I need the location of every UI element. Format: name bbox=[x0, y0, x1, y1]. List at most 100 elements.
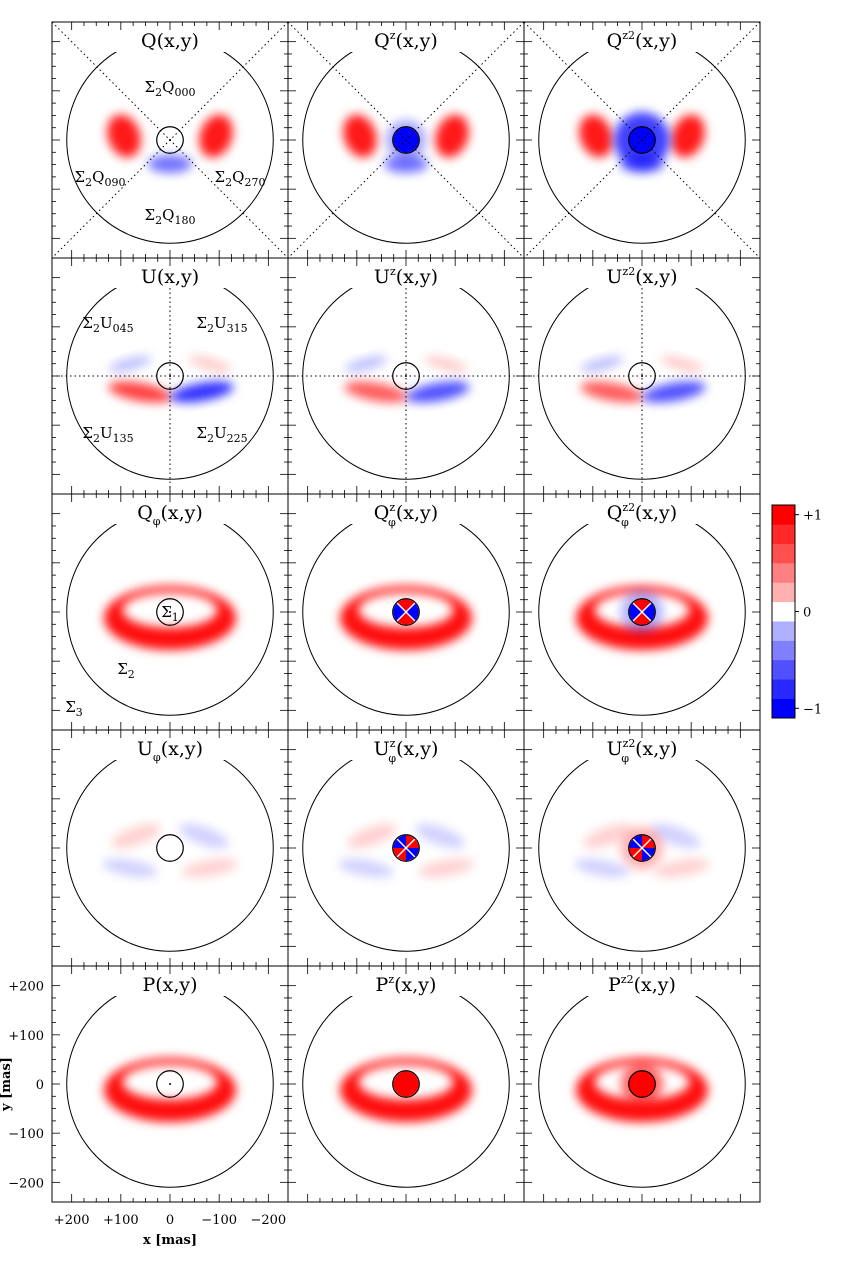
panel-title-sup: z bbox=[390, 29, 396, 42]
panel-content bbox=[288, 22, 524, 258]
panel-title: Qz2(x,y) bbox=[607, 29, 678, 52]
annotation-symbol: Σ bbox=[65, 698, 76, 716]
colorbar-level bbox=[772, 621, 795, 641]
center-cross-b bbox=[632, 602, 652, 622]
panel-U-phi-z: Uz φ(x,y) bbox=[287, 729, 525, 967]
inner-circle bbox=[156, 362, 184, 390]
annotation-symbol: Σ bbox=[75, 168, 86, 186]
u-lobe-lower-left bbox=[580, 381, 644, 403]
center-quadrant-1 bbox=[642, 603, 655, 621]
annotation-symbol: Σ bbox=[82, 424, 93, 442]
center-quadrant-3 bbox=[629, 603, 642, 621]
u-lobe-upper-right bbox=[660, 355, 704, 373]
panel-content bbox=[288, 262, 524, 494]
panel-U-z2: Uz2(x,y) bbox=[523, 257, 761, 495]
disk-crescent bbox=[104, 1058, 236, 1122]
title-backdrop bbox=[587, 26, 697, 52]
center-dot bbox=[405, 375, 407, 377]
disk-crescent bbox=[340, 1058, 472, 1122]
annotation-name: Q bbox=[162, 206, 174, 224]
panel-title-base: Q bbox=[141, 30, 157, 52]
u-lobe-upper-left bbox=[108, 355, 152, 373]
inner-circle bbox=[156, 834, 184, 862]
inner-circle bbox=[392, 834, 420, 862]
panel-title-base: P bbox=[608, 974, 621, 996]
uphi-lobe-lr bbox=[182, 858, 238, 878]
title-backdrop bbox=[351, 262, 461, 288]
panel-title-base: U bbox=[141, 266, 157, 288]
colorbar-level bbox=[772, 505, 795, 525]
x-axis-label: x [mas] bbox=[143, 1233, 197, 1248]
panel-title-args: (x,y) bbox=[396, 30, 438, 52]
panel-title: Uz(x,y) bbox=[374, 265, 438, 288]
colorbar-level bbox=[772, 563, 795, 583]
x-tick-label: +100 bbox=[103, 1213, 139, 1228]
annotation-index: 135 bbox=[113, 432, 134, 445]
annotation-index: 225 bbox=[227, 432, 248, 445]
annotation-sub: 2 bbox=[85, 176, 92, 189]
panel-title-sup: z bbox=[390, 265, 396, 278]
u-lobe-upper-left bbox=[344, 355, 388, 373]
title-backdrop bbox=[587, 734, 697, 760]
q-lobe-bottom bbox=[384, 155, 428, 173]
panel-content bbox=[302, 970, 510, 1188]
disk-crescent bbox=[104, 586, 236, 650]
colorbar-level bbox=[772, 659, 795, 680]
panel-title-sub: φ bbox=[388, 516, 396, 529]
annotation-sub: 1 bbox=[172, 611, 179, 624]
panel-title: Uz2 φ (x,y) bbox=[607, 737, 678, 765]
title-backdrop bbox=[115, 734, 225, 760]
colorbar-level bbox=[772, 679, 795, 699]
colorbar-level bbox=[772, 601, 795, 622]
colorbar-tick-label: 0 bbox=[803, 606, 811, 621]
panel-title-args: (x,y) bbox=[155, 974, 197, 996]
panel-P: P(x,y) bbox=[51, 965, 289, 1203]
panel-Q-z2: Qz2(x,y) bbox=[523, 21, 761, 259]
uphi-lobe-ul bbox=[111, 823, 161, 849]
annotation-symbol: Σ bbox=[196, 314, 207, 332]
panel-title-sub: φ bbox=[621, 516, 629, 529]
uphi-lobe-ll bbox=[574, 858, 630, 878]
panel-title-base: U bbox=[374, 266, 390, 288]
annotation-symbol: Σ bbox=[82, 314, 93, 332]
annotation-Q270: Σ2Q270 bbox=[215, 168, 266, 189]
y-tick-label: +100 bbox=[8, 1029, 44, 1044]
annotation-name: Q bbox=[92, 168, 104, 186]
annotation-Q090: Σ2Q090 bbox=[75, 168, 126, 189]
x-tick-label: 0 bbox=[166, 1213, 174, 1228]
panel-title: Pz(x,y) bbox=[376, 973, 437, 996]
panel-title: U(x,y) bbox=[141, 266, 199, 288]
panel-title-args: (x,y) bbox=[160, 502, 202, 524]
q-lobe-right bbox=[435, 114, 469, 158]
inner-circle bbox=[392, 1070, 420, 1098]
panel-title-sub: φ bbox=[388, 752, 396, 765]
disk-crescent bbox=[576, 586, 708, 650]
panel-title: P(x,y) bbox=[142, 974, 197, 996]
annotation-symbol: Σ bbox=[161, 603, 172, 621]
annotation-sigma1: Σ1 bbox=[161, 603, 179, 624]
annotation-index: 000 bbox=[174, 86, 195, 99]
u-lobe-upper-right bbox=[188, 355, 232, 373]
u-lobe-lower-right bbox=[170, 381, 234, 403]
annotation-Q000: Σ2Q000 bbox=[145, 78, 196, 99]
uphi-lobe-ll bbox=[102, 858, 158, 878]
panel-title-base: Q bbox=[607, 30, 623, 52]
q-lobe-left bbox=[107, 114, 141, 158]
title-backdrop bbox=[351, 26, 461, 52]
colorbar-level bbox=[772, 543, 795, 564]
diagonal-guide bbox=[524, 22, 760, 258]
uphi-lobe-ll bbox=[338, 858, 394, 878]
uphi-lobe-lr bbox=[654, 858, 710, 878]
title-backdrop bbox=[115, 970, 225, 996]
uphi-lobe-ul bbox=[583, 823, 633, 849]
center-cross-b bbox=[632, 838, 652, 858]
center-dot bbox=[169, 375, 171, 377]
panel-U-phi-z2: Uz2 φ (x,y) bbox=[523, 729, 761, 967]
annotation-sigma2: Σ2 bbox=[117, 660, 135, 681]
center-quadrant-0 bbox=[397, 599, 415, 612]
uphi-lobe-ur bbox=[415, 823, 465, 849]
panel-title-args: (x,y) bbox=[157, 266, 199, 288]
annotation-sub: 2 bbox=[225, 176, 232, 189]
q-lobe-right bbox=[671, 114, 705, 158]
